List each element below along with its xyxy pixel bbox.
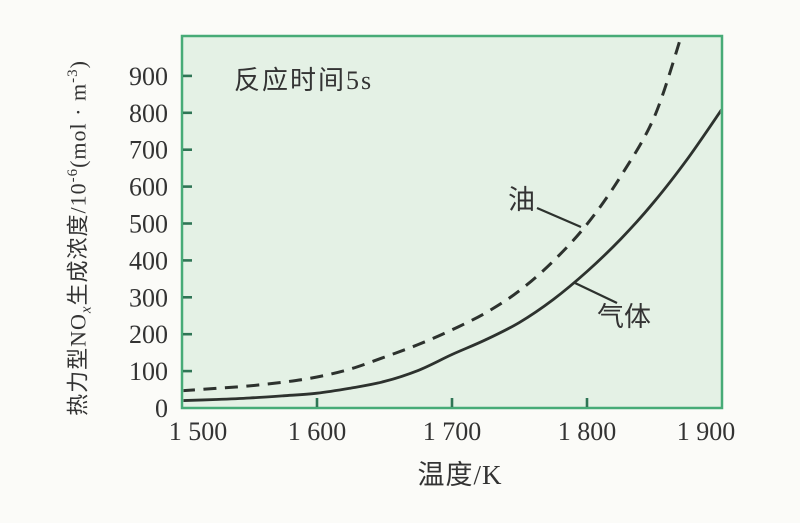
series-label-oil: 油	[508, 185, 535, 215]
x-tick-label: 1 600	[288, 417, 347, 446]
gas-leader-line	[574, 281, 618, 305]
oil-leader-line	[536, 206, 582, 229]
curve-oil	[183, 37, 683, 393]
y-tick-label: 300	[129, 283, 168, 312]
y-tick-label: 900	[129, 62, 168, 91]
y-axis-label-unit: (mol · m	[65, 82, 91, 168]
y-tick-label: 600	[129, 173, 168, 202]
y-axis-label: 热力型NOx生成浓度/10-6(mol · m-3)	[60, 60, 95, 416]
x-tick-label: 1 900	[677, 417, 736, 446]
y-tick-label: 500	[129, 210, 168, 239]
x-tick-label: 1 500	[169, 417, 228, 446]
y-tick-label: 100	[129, 357, 168, 386]
y-tick-label: 0	[155, 394, 168, 423]
curve-gas	[183, 108, 721, 402]
y-axis-label-unit: )	[65, 60, 91, 69]
y-tick-label: 200	[129, 320, 168, 349]
y-axis-label-subscript: x	[78, 305, 95, 314]
y-axis-label-exponent: -6	[64, 167, 81, 183]
series-label-gas: 气体	[597, 302, 651, 332]
y-axis-label-text: 生成浓度/10	[65, 182, 91, 306]
y-tick-label: 700	[129, 136, 168, 165]
y-axis-label-text: 热力型NO	[65, 313, 91, 416]
y-tick-label: 800	[129, 99, 168, 128]
y-tick-label: 400	[129, 246, 168, 275]
x-tick-label: 1 700	[423, 417, 482, 446]
plot-area	[180, 34, 724, 410]
annotation-reaction-time: 反应时间5s	[234, 66, 374, 95]
x-tick-label: 1 800	[558, 417, 617, 446]
x-axis-label: 温度/K	[417, 460, 503, 490]
y-axis-label-unit-exponent: -3	[64, 68, 81, 83]
